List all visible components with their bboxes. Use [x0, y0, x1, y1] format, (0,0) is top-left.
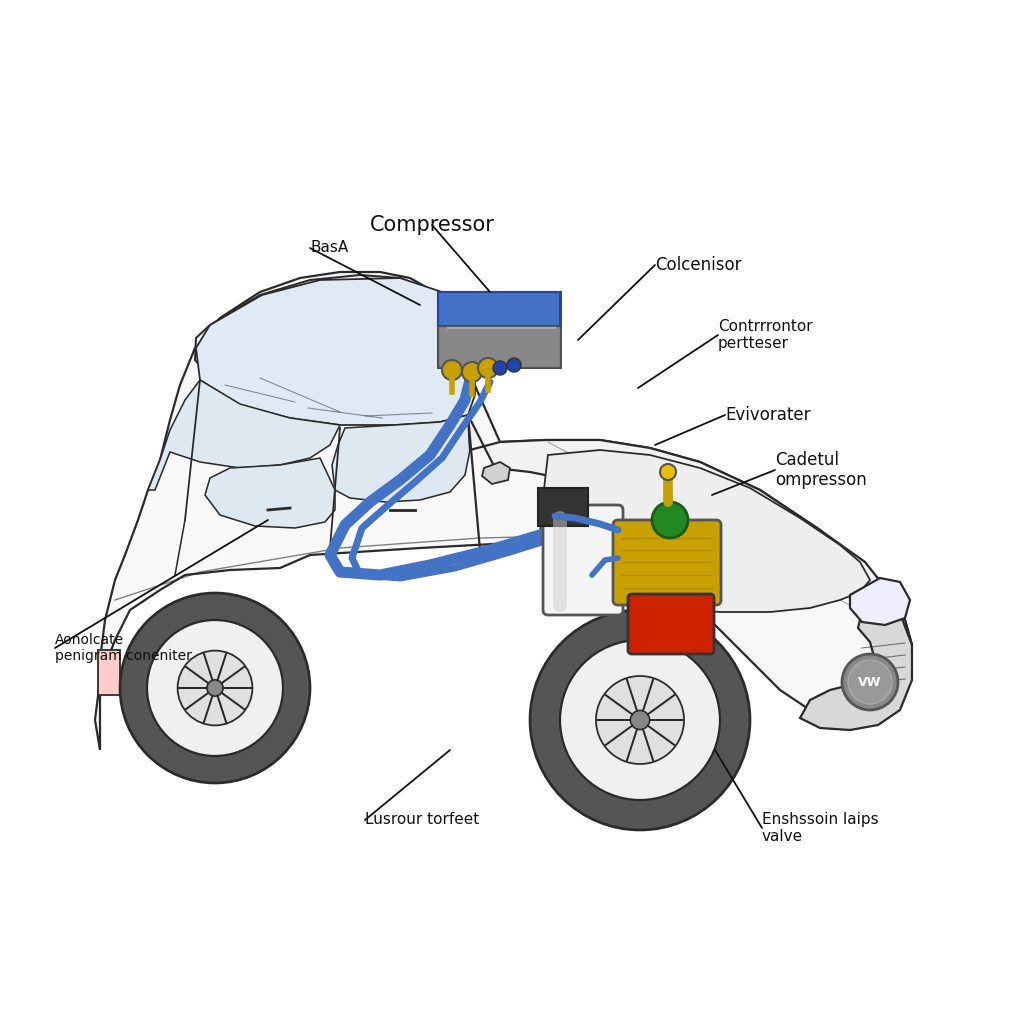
Text: Contrrrontor
pertteser: Contrrrontor pertteser [718, 318, 813, 351]
Text: VW: VW [858, 676, 882, 688]
Polygon shape [205, 458, 335, 528]
Polygon shape [800, 600, 912, 730]
Circle shape [493, 361, 507, 375]
Text: Colcenisor: Colcenisor [655, 256, 741, 274]
Circle shape [478, 358, 498, 378]
Bar [438, 326, 560, 367]
Circle shape [596, 676, 684, 764]
Polygon shape [95, 272, 912, 750]
Circle shape [631, 711, 649, 729]
FancyBboxPatch shape [613, 520, 721, 605]
Polygon shape [850, 578, 910, 625]
Text: Compressor: Compressor [370, 215, 495, 234]
Text: Aonolcate
penigram coneniter: Aonolcate penigram coneniter [55, 633, 191, 664]
Circle shape [207, 680, 223, 696]
Circle shape [530, 610, 750, 830]
Circle shape [462, 362, 482, 382]
Bar [538, 488, 588, 526]
Polygon shape [196, 278, 475, 425]
Polygon shape [332, 415, 470, 502]
Circle shape [660, 464, 676, 480]
FancyBboxPatch shape [543, 505, 623, 615]
Bar [438, 292, 560, 326]
Polygon shape [468, 415, 912, 645]
Circle shape [848, 660, 892, 705]
Polygon shape [195, 275, 475, 420]
Circle shape [177, 650, 252, 725]
Circle shape [442, 360, 462, 380]
Polygon shape [148, 380, 340, 490]
Circle shape [652, 502, 688, 538]
Text: Cadetul
ompresson: Cadetul ompresson [775, 451, 866, 489]
Polygon shape [482, 462, 510, 484]
Text: Lusrour torfeet: Lusrour torfeet [365, 812, 479, 827]
Circle shape [147, 620, 283, 756]
Circle shape [507, 358, 521, 372]
Circle shape [120, 593, 310, 783]
FancyBboxPatch shape [628, 594, 714, 654]
Text: Enshssoin laips
valve: Enshssoin laips valve [762, 812, 879, 844]
Bar [98, 650, 120, 695]
Bar [438, 292, 560, 367]
Circle shape [560, 640, 720, 800]
Text: BasA: BasA [310, 241, 348, 256]
Polygon shape [540, 450, 870, 612]
Text: Evivorater: Evivorater [725, 406, 811, 424]
Circle shape [842, 654, 898, 710]
